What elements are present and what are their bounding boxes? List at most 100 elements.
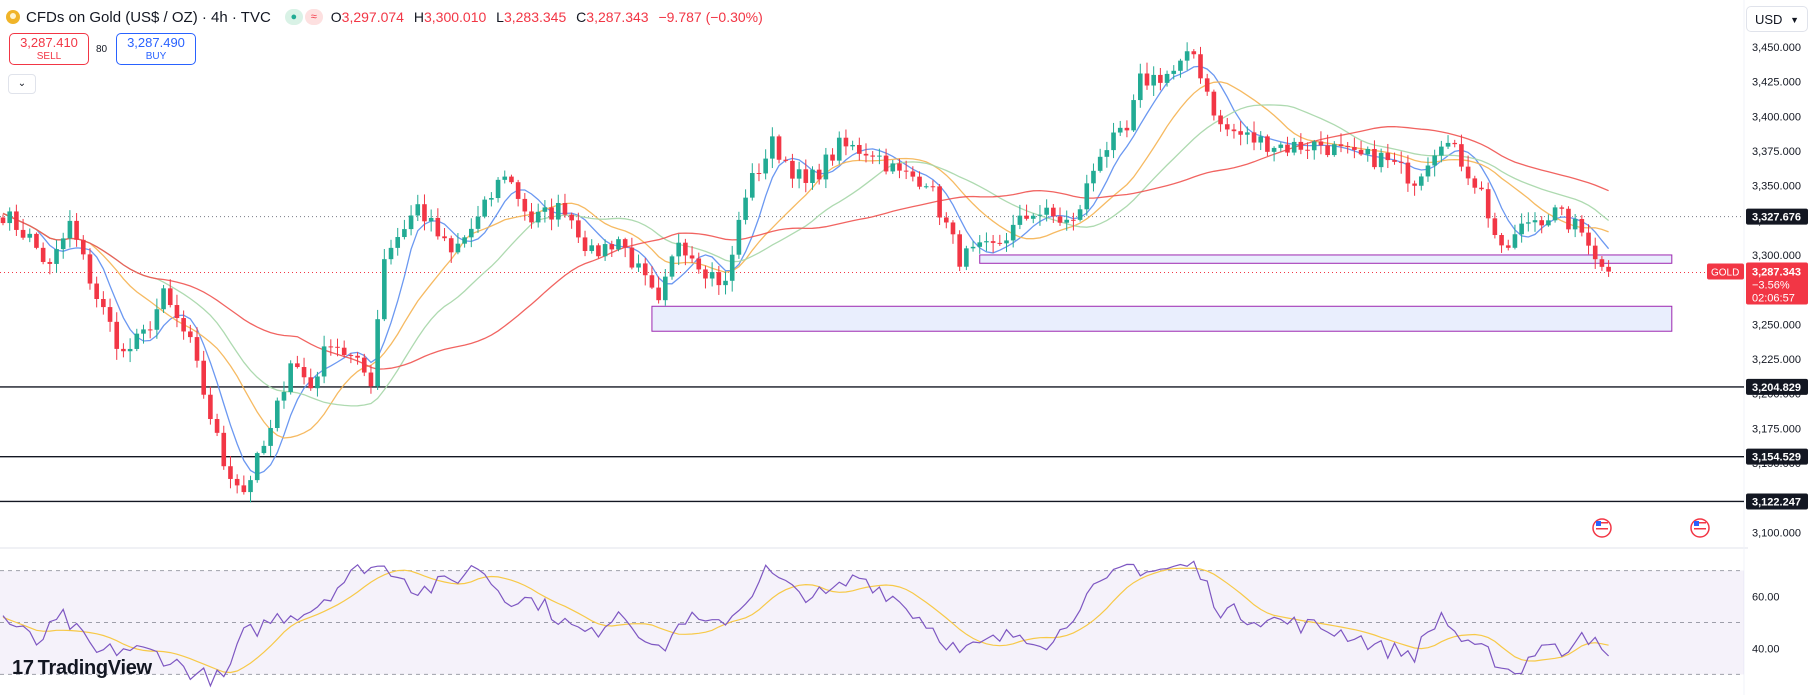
candle-body [1325, 145, 1330, 156]
flag-stripe [1596, 531, 1608, 533]
sell-button[interactable]: 3,287.410 SELL [9, 33, 89, 65]
candle-body [502, 176, 508, 180]
candle [395, 227, 401, 256]
price-tick-label: 3,300.000 [1752, 250, 1801, 262]
candle-body [877, 155, 882, 157]
candle [67, 210, 73, 248]
price-tick-label: 3,100.000 [1752, 527, 1801, 539]
candle [1265, 134, 1270, 157]
candle-body [40, 247, 46, 262]
candle-body [1459, 144, 1464, 167]
candle-body [549, 207, 554, 220]
candle [970, 241, 976, 252]
candle [422, 194, 427, 231]
candle [1505, 239, 1511, 251]
candle-body [977, 242, 983, 247]
buy-button[interactable]: 3,287.490 BUY [116, 33, 196, 65]
candle [1546, 214, 1551, 227]
candle [897, 158, 902, 179]
candle-body [1017, 215, 1023, 225]
candle-body [596, 245, 601, 257]
candle-body [1532, 220, 1538, 223]
candle-body [1004, 240, 1009, 244]
candle-body [295, 363, 300, 368]
candle [836, 131, 842, 165]
candle [1271, 146, 1277, 162]
status-pill[interactable]: ● ≈ [284, 9, 323, 25]
candle [228, 456, 233, 489]
candle-body [1579, 218, 1585, 233]
candle [1111, 122, 1116, 159]
candle-body [937, 186, 942, 218]
candle [1378, 148, 1384, 173]
candle [489, 192, 494, 207]
candle [582, 230, 588, 257]
candle-body [1117, 127, 1123, 133]
candle-body [582, 237, 588, 252]
candle-body [535, 211, 541, 223]
candle-body [47, 261, 53, 264]
candle-body [716, 272, 722, 286]
candle [402, 219, 407, 240]
candle-body [1412, 183, 1417, 186]
candle [315, 371, 320, 397]
candle-body [689, 255, 695, 259]
candle-body [990, 241, 996, 243]
candle [656, 276, 661, 304]
candle-body [7, 211, 12, 224]
candle-body [1318, 141, 1324, 146]
dotted-level-badge: 3,327.676 [1746, 208, 1808, 225]
tradingview-logo[interactable]: 17 TradingView [12, 657, 152, 680]
change-value: −9.787 (−0.30%) [658, 9, 763, 25]
candle-body [1378, 152, 1384, 168]
candle [1131, 94, 1136, 132]
key-level-badge-1-bg [1746, 378, 1808, 395]
candle [47, 258, 53, 275]
candle-body [261, 445, 267, 454]
candle [957, 230, 962, 272]
candle [1492, 212, 1498, 239]
candle-body [1298, 141, 1304, 150]
candle [663, 268, 668, 306]
candle-body [60, 238, 66, 250]
candle [254, 451, 260, 483]
candle [54, 240, 59, 273]
candle [87, 248, 93, 290]
candle [1412, 180, 1417, 196]
candle [917, 171, 922, 190]
candle [1392, 152, 1397, 165]
last-price-value: 3,287.343 [1752, 267, 1801, 279]
candle-body [1566, 208, 1571, 230]
candle [736, 211, 742, 259]
candle [509, 174, 514, 185]
candle [743, 189, 748, 225]
candle [495, 177, 501, 203]
candle-body [1572, 218, 1578, 230]
candle [1010, 214, 1016, 248]
candle-body [1445, 142, 1451, 147]
candle-body [984, 241, 989, 243]
collapse-toggle[interactable]: ⌄ [8, 74, 36, 94]
candle-body [308, 377, 314, 389]
symbol-tag-text: GOLD [1711, 268, 1739, 279]
candle [1512, 224, 1518, 250]
candle [683, 238, 688, 266]
candle [1425, 157, 1431, 182]
candle [1184, 42, 1190, 71]
symbol-title[interactable]: CFDs on Gold (US$ / OZ) · 4h · TVC [26, 8, 271, 26]
currency-selector[interactable]: USD ▼ [1746, 6, 1808, 32]
candle [1124, 120, 1130, 138]
candle [1325, 134, 1330, 158]
candle [964, 245, 969, 271]
candle [622, 237, 628, 258]
candle-body [1044, 207, 1049, 215]
candle-body [576, 220, 581, 238]
candle [241, 475, 247, 495]
candle-body [656, 287, 661, 301]
candle [1592, 237, 1598, 269]
candle [923, 183, 929, 189]
candle-body [1271, 147, 1277, 152]
candle-body [335, 346, 340, 348]
candle-body [114, 321, 120, 349]
